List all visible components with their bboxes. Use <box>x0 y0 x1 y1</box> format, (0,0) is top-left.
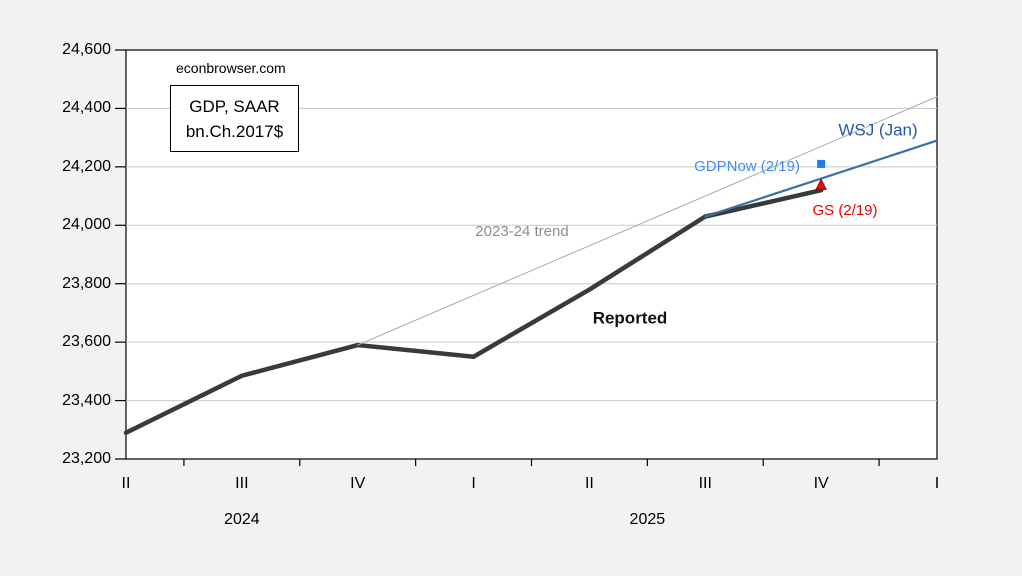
x-tick-label: IV <box>813 475 829 492</box>
x-tick-label: III <box>698 475 712 492</box>
y-tick-label: 24,600 <box>62 41 111 58</box>
series-reported <box>123 214 708 435</box>
gs-label: GS (2/19) <box>812 201 878 219</box>
marker-gdpnow-2-19 <box>817 159 826 168</box>
y-tick-label: 24,400 <box>62 99 111 117</box>
x-tick-label: IV <box>350 475 366 492</box>
y-tick-label: 23,400 <box>62 391 111 409</box>
y-tick-label: 24,200 <box>62 157 111 175</box>
y-tick-label: 24,000 <box>62 216 111 234</box>
x-tick-label: II <box>121 475 131 492</box>
units-legend-box: GDP, SAAR bn.Ch.2017$ <box>170 85 299 152</box>
gdpnow-label: GDPNow (2/19) <box>694 157 800 175</box>
x-tick-label: I <box>471 475 476 492</box>
year-label-2024: 2024 <box>224 511 260 528</box>
series-reported-extension-to-gs <box>703 187 824 219</box>
trend-label: 2023-24 trend <box>475 222 569 240</box>
units-line-2: bn.Ch.2017$ <box>185 121 284 141</box>
x-tick-label: I <box>934 475 940 492</box>
source-watermark: econbrowser.com <box>176 60 286 76</box>
series-2023-24-trend <box>357 96 938 346</box>
units-line-1: GDP, SAAR <box>189 96 280 116</box>
year-label-2025: 2025 <box>629 511 666 528</box>
y-tick-label: 23,200 <box>62 450 111 467</box>
x-tick-label: III <box>235 475 249 492</box>
reported-label: Reported <box>592 308 668 328</box>
wsj-label: WSJ (Jan) <box>838 120 918 140</box>
y-tick-label: 23,800 <box>62 274 111 292</box>
x-tick-label: II <box>584 475 594 492</box>
y-tick-label: 23,600 <box>62 333 111 351</box>
marker-gs-2-19 <box>815 178 827 190</box>
